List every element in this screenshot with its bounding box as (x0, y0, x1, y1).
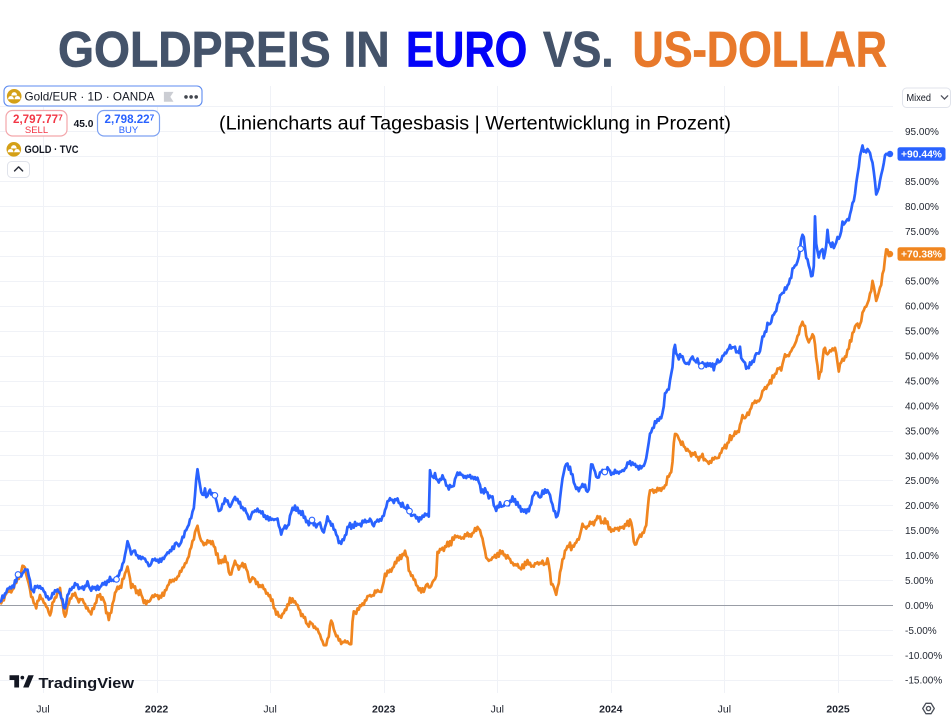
svg-text:45.0: 45.0 (74, 119, 94, 130)
svg-text:2,797.777: 2,797.777 (13, 113, 63, 127)
svg-text:95.00%: 95.00% (905, 127, 939, 138)
svg-text:GOLD · TVC: GOLD · TVC (25, 144, 79, 156)
svg-text:-5.00%: -5.00% (905, 626, 937, 637)
svg-text:2023: 2023 (372, 704, 396, 716)
svg-text:0.00%: 0.00% (905, 601, 933, 612)
svg-text:60.00%: 60.00% (905, 302, 939, 313)
svg-text:BUY: BUY (119, 125, 139, 136)
svg-text:2,798.227: 2,798.227 (105, 113, 155, 127)
svg-text:+90.44%: +90.44% (901, 150, 942, 161)
svg-text:65.00%: 65.00% (905, 277, 939, 288)
svg-text:80.00%: 80.00% (905, 202, 939, 213)
svg-text:-10.00%: -10.00% (905, 651, 942, 662)
svg-text:Jul: Jul (263, 704, 276, 716)
svg-text:Jul: Jul (491, 704, 504, 716)
svg-text:SELL: SELL (25, 125, 48, 136)
svg-text:Jul: Jul (36, 704, 49, 716)
svg-text:55.00%: 55.00% (905, 327, 939, 338)
svg-text:-15.00%: -15.00% (905, 676, 942, 687)
svg-text:Gold/EUR · 1D · OANDA: Gold/EUR · 1D · OANDA (25, 90, 155, 104)
svg-text:40.00%: 40.00% (905, 401, 939, 412)
svg-text:50.00%: 50.00% (905, 352, 939, 363)
svg-text:45.00%: 45.00% (905, 376, 939, 387)
svg-text:5.00%: 5.00% (905, 576, 933, 587)
svg-text:Mixed: Mixed (907, 93, 932, 104)
svg-text:2022: 2022 (145, 704, 169, 716)
svg-text:+70.38%: +70.38% (901, 250, 942, 261)
svg-text:2024: 2024 (599, 704, 623, 716)
svg-text:20.00%: 20.00% (905, 501, 939, 512)
svg-text:10.00%: 10.00% (905, 551, 939, 562)
svg-text:85.00%: 85.00% (905, 177, 939, 188)
svg-text:Jul: Jul (718, 704, 731, 716)
svg-text:TradingView: TradingView (39, 675, 135, 692)
svg-text:(Liniencharts auf Tagesbasis |: (Liniencharts auf Tagesbasis | Wertentwi… (219, 114, 731, 135)
svg-text:25.00%: 25.00% (905, 476, 939, 487)
svg-text:75.00%: 75.00% (905, 227, 939, 238)
svg-text:15.00%: 15.00% (905, 526, 939, 537)
svg-text:30.00%: 30.00% (905, 451, 939, 462)
svg-text:2025: 2025 (826, 704, 850, 716)
svg-text:35.00%: 35.00% (905, 426, 939, 437)
